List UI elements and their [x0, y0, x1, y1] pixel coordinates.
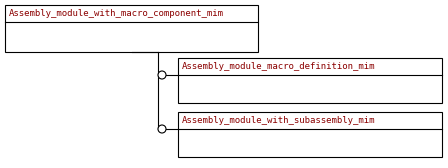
Text: Assembly_module_macro_definition_mim: Assembly_module_macro_definition_mim — [182, 62, 375, 71]
Circle shape — [158, 125, 166, 133]
Text: Assembly_module_with_macro_component_mim: Assembly_module_with_macro_component_mim — [9, 9, 224, 18]
Bar — [178, 112, 442, 157]
Bar — [5, 5, 258, 52]
Bar — [178, 58, 442, 103]
Text: Assembly_module_with_subassembly_mim: Assembly_module_with_subassembly_mim — [182, 116, 375, 125]
Circle shape — [158, 71, 166, 79]
